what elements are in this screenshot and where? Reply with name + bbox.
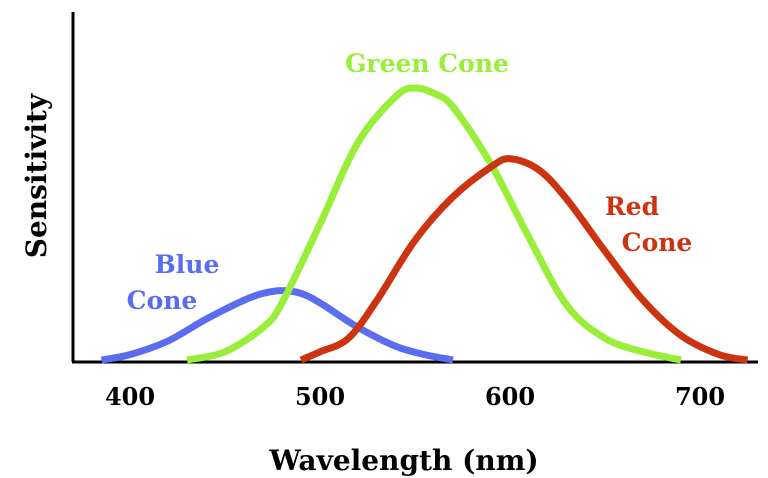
blue-cone-label-line2: Cone: [127, 286, 198, 315]
x-tick-label-600: 600: [485, 382, 535, 411]
x-tick-label-400: 400: [105, 382, 155, 411]
x-axis-title: Wavelength (nm): [268, 444, 538, 477]
x-tick-label-700: 700: [675, 382, 725, 411]
red-cone-curve: [299, 155, 749, 364]
red-cone-label-line2: Cone: [622, 228, 693, 257]
blue-cone-curve: [100, 287, 454, 364]
green-cone-label: Green Cone: [345, 49, 509, 78]
x-tick-label-500: 500: [295, 382, 345, 411]
series-layer: [100, 84, 749, 364]
green-cone-curve: [186, 84, 682, 364]
red-cone-label-line1: Red: [605, 192, 659, 221]
blue-cone-label-line1: Blue: [155, 250, 220, 279]
y-axis-title: Sensitivity: [20, 93, 53, 258]
